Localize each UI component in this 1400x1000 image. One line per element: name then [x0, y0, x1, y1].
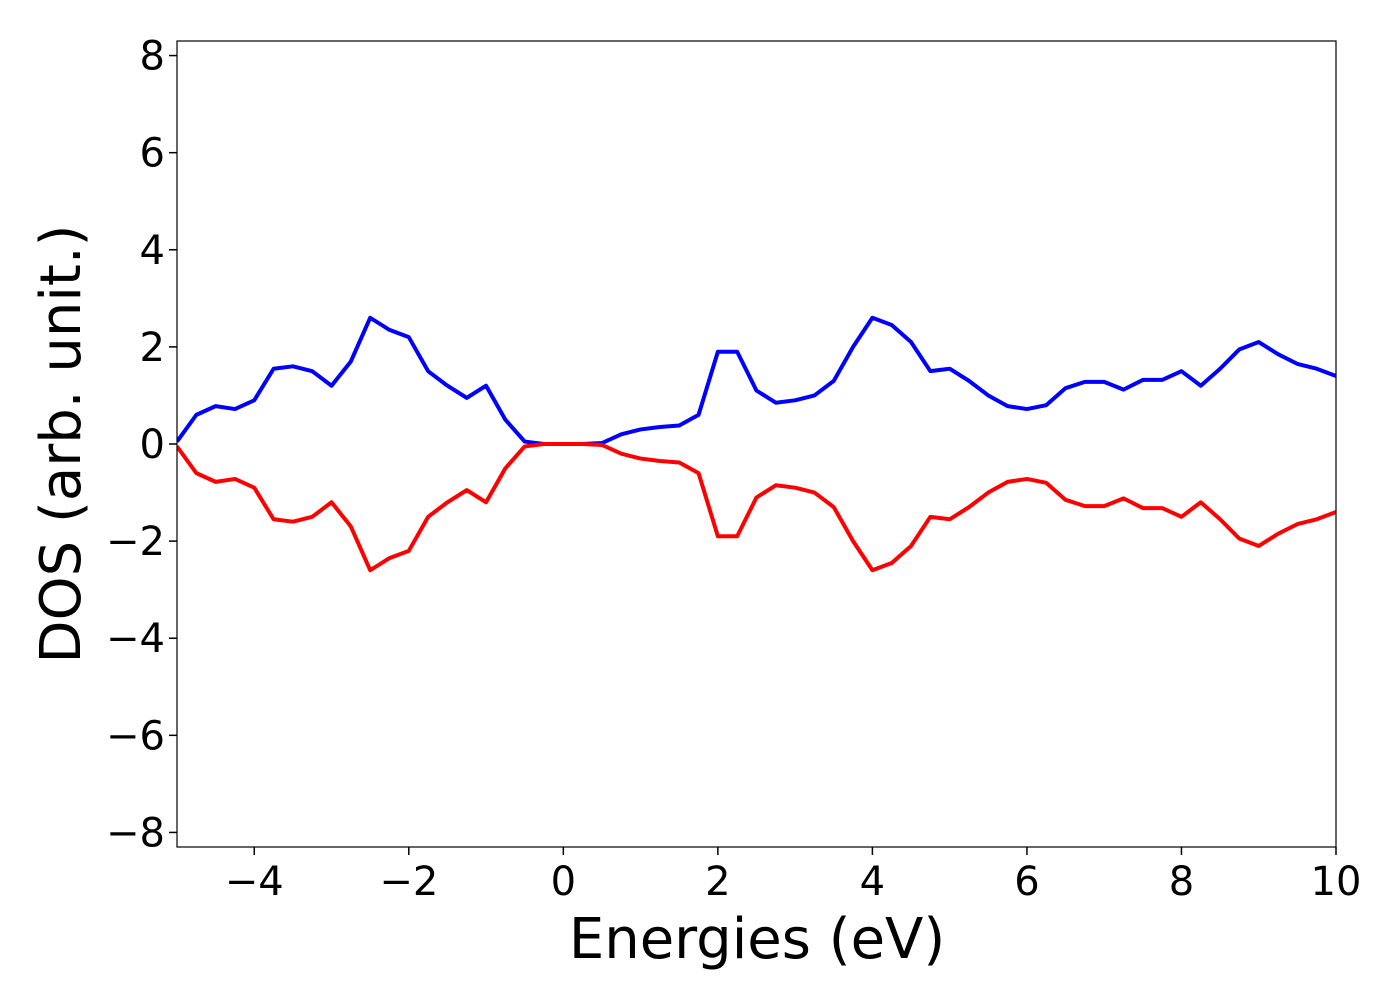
y-tick-label: 0 [140, 422, 165, 468]
y-tick-label: −6 [106, 713, 165, 759]
x-tick-label: 2 [705, 859, 730, 905]
y-tick-label: 4 [140, 228, 165, 274]
data-line [177, 442, 1336, 573]
x-tick-label: 6 [1014, 859, 1039, 905]
y-tick-label: 8 [140, 34, 165, 80]
x-tick-label: −2 [379, 859, 438, 905]
x-tick-label: 8 [1169, 859, 1194, 905]
y-tick-label: 6 [140, 131, 165, 177]
y-tick-label: −2 [106, 519, 165, 565]
y-axis-label: DOS (arb. unit.) [29, 224, 94, 663]
x-axis-label: Energies (eV) [569, 907, 945, 972]
x-tick-label: 0 [551, 859, 576, 905]
plot-frame [176, 40, 1337, 848]
data-line [177, 315, 1336, 446]
x-tick-label: −4 [225, 859, 284, 905]
y-tick-label: −4 [106, 616, 165, 662]
x-tick-label: 10 [1311, 859, 1362, 905]
y-tick-label: −8 [106, 810, 165, 856]
y-tick-label: 2 [140, 325, 165, 371]
x-tick-label: 4 [860, 859, 885, 905]
